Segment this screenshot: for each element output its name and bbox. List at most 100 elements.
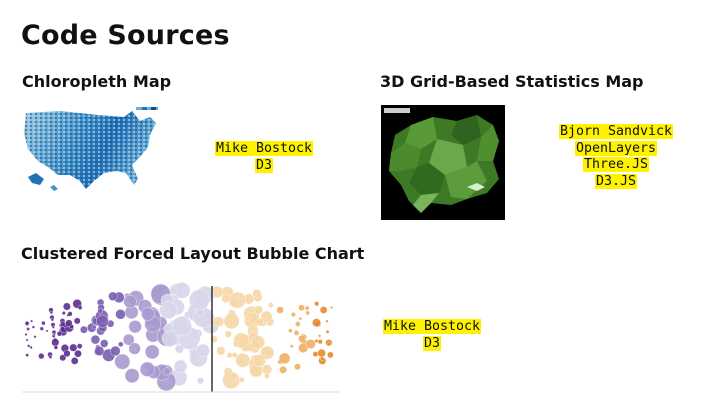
bubble: [288, 328, 293, 334]
bubble: [161, 330, 179, 347]
bubble: [122, 333, 135, 346]
bubble: [114, 353, 131, 370]
bubble: [319, 306, 328, 314]
bubble: [25, 338, 29, 342]
bubble: [65, 319, 73, 327]
bubble: [33, 335, 37, 339]
bubble: [305, 339, 316, 350]
bubble: [74, 349, 82, 358]
bubble: [172, 316, 192, 336]
bubble: [254, 305, 264, 315]
choropleth-heading: Chloropleth Map: [22, 72, 172, 91]
bubble-credit-author: Mike Bostock: [382, 319, 482, 334]
bubble: [233, 340, 240, 348]
bubble: [264, 373, 270, 379]
bubble: [255, 317, 264, 327]
bubble: [63, 302, 71, 311]
grid3d-heading: 3D Grid-Based Statistics Map: [380, 72, 644, 91]
bubble: [327, 342, 331, 346]
bubble: [31, 325, 35, 329]
bubble: [118, 341, 124, 348]
bubble: [278, 352, 291, 365]
bubble: [196, 377, 204, 385]
bubble: [260, 310, 273, 323]
bubble: [48, 355, 53, 359]
bubble: [317, 348, 326, 358]
bubble: [169, 286, 179, 295]
bubble: [305, 310, 311, 316]
bubble: [173, 359, 188, 374]
bubble-heading: Clustered Forced Layout Bubble Chart: [21, 244, 365, 263]
bubble: [123, 295, 137, 309]
bubble: [293, 330, 300, 336]
bubble: [293, 363, 301, 371]
bubble: [174, 344, 184, 354]
bubble: [139, 361, 156, 377]
bubble: [318, 334, 322, 338]
bubble-cluster: [24, 282, 334, 392]
bubble: [221, 293, 231, 304]
bubble: [45, 329, 49, 333]
bubble: [290, 312, 296, 318]
bubble: [128, 320, 142, 334]
bubble: [26, 327, 30, 331]
choropleth-credit-author: Mike Bostock: [214, 141, 314, 156]
grid3d-credits: Bjorn Sandvick OpenLayers Three.JS D3.JS: [555, 124, 677, 190]
bubble: [26, 344, 31, 348]
bubble: [289, 344, 294, 349]
bubble: [92, 325, 97, 330]
bubble: [30, 319, 34, 323]
bubble: [99, 339, 109, 348]
bubble: [162, 367, 171, 376]
bubble: [224, 330, 232, 338]
bubble: [63, 349, 71, 358]
bubble-chart-thumbnail: [22, 282, 340, 393]
bubble: [298, 335, 306, 343]
bubble: [213, 316, 225, 328]
bubble: [226, 352, 233, 359]
bubble: [49, 310, 54, 315]
bubble: [325, 319, 329, 323]
bubble: [144, 344, 160, 360]
bubble-credits: Mike Bostock D3: [380, 319, 484, 352]
bubble: [94, 346, 105, 356]
bubble: [320, 356, 325, 361]
bubble-credit-library: D3: [422, 335, 441, 351]
bubble: [244, 315, 251, 322]
bubble: [53, 345, 59, 350]
grid3d-credit-library-2: Three.JS: [582, 157, 650, 172]
bubble: [317, 339, 323, 345]
bubble: [239, 377, 245, 383]
bubble: [97, 308, 103, 314]
bubble: [141, 307, 155, 321]
grid3d-credit-author: Bjorn Sandvick: [558, 124, 674, 139]
bubble: [24, 333, 28, 337]
bubble: [229, 291, 246, 309]
bubble: [159, 301, 178, 320]
bubble: [128, 342, 141, 355]
bubble: [69, 343, 78, 352]
bubble: [60, 321, 66, 327]
bubble: [196, 343, 210, 358]
bubble: [80, 325, 88, 334]
bubble: [67, 311, 73, 317]
bubble: [298, 316, 303, 321]
bubble: [110, 345, 121, 357]
bubble: [70, 357, 79, 365]
3d-grid-map-thumbnail: [381, 105, 505, 220]
us-choropleth-map-thumbnail: [24, 107, 158, 191]
bubble: [188, 289, 210, 311]
bubble: [115, 309, 126, 320]
bubble: [25, 353, 29, 357]
bubble: [312, 318, 321, 328]
bubble: [267, 302, 274, 308]
bubble: [76, 343, 83, 349]
bubble: [29, 345, 33, 350]
page-title: Code Sources: [21, 20, 230, 51]
bubble: [56, 331, 63, 337]
bubble: [51, 325, 55, 329]
bubble: [251, 335, 266, 350]
bubble: [314, 301, 320, 307]
bubble: [325, 329, 330, 334]
bubble: [124, 368, 140, 384]
